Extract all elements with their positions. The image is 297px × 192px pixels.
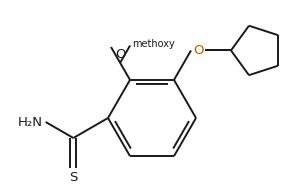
Text: H₂N: H₂N: [18, 116, 43, 128]
Text: S: S: [69, 171, 78, 184]
Text: O: O: [193, 44, 203, 57]
Text: methoxy: methoxy: [132, 40, 175, 50]
Text: O: O: [115, 48, 125, 61]
